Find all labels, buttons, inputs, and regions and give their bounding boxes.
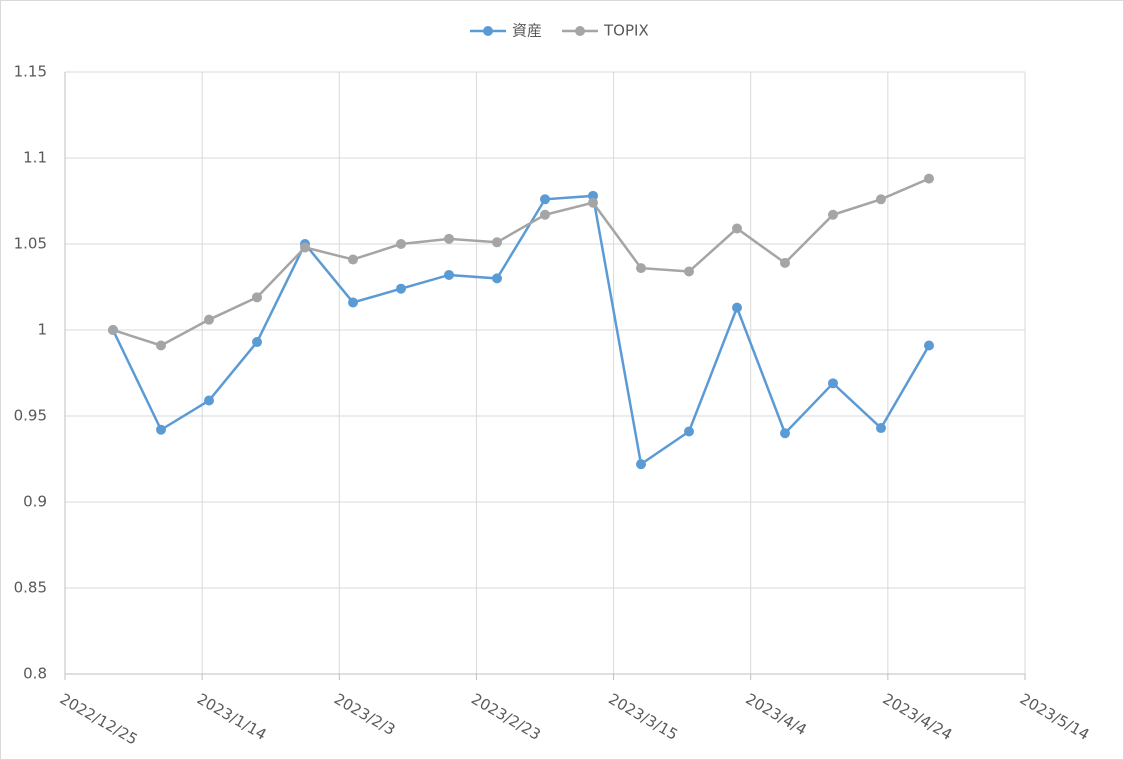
data-point [348, 297, 358, 308]
data-point [204, 395, 214, 406]
data-point [588, 190, 598, 201]
data-point [636, 459, 646, 470]
data-point [828, 378, 838, 389]
data-point [348, 254, 358, 265]
data-point [156, 340, 166, 351]
y-tick-label: 0.95 [14, 407, 47, 425]
data-point [300, 242, 310, 253]
legend-label: 資産 [512, 22, 542, 40]
data-point [636, 263, 646, 274]
data-point [396, 239, 406, 249]
legend-marker [575, 26, 586, 36]
series-line [112, 177, 930, 347]
legend-marker [483, 26, 493, 36]
data-point [780, 257, 790, 268]
data-point [876, 423, 886, 434]
data-point [492, 237, 502, 248]
data-point [684, 426, 694, 437]
y-tick-label: 1.05 [14, 235, 47, 253]
y-tick-label: 0.9 [23, 493, 47, 511]
y-tick-label: 1.1 [23, 149, 47, 167]
data-point [588, 197, 598, 208]
y-tick-label: 0.8 [23, 665, 47, 683]
data-point [204, 314, 214, 325]
data-point [780, 428, 790, 439]
data-point [684, 266, 694, 277]
legend-item: TOPIX [562, 22, 649, 40]
data-point [444, 269, 454, 280]
data-point [924, 173, 934, 184]
data-point [396, 283, 406, 294]
data-point [876, 194, 886, 205]
y-tick-label: 1.15 [14, 63, 47, 81]
data-point [924, 340, 934, 351]
data-point [828, 209, 838, 220]
data-point [444, 233, 454, 244]
data-point [252, 337, 262, 348]
data-point [108, 325, 118, 335]
data-point [732, 302, 742, 313]
y-tick-label: 0.85 [14, 579, 47, 597]
data-point [252, 292, 262, 303]
data-point [732, 223, 742, 234]
y-tick-label: 1 [37, 321, 47, 339]
legend-item: 資産 [470, 22, 542, 40]
legend-label: TOPIX [603, 22, 649, 40]
data-point [540, 194, 550, 205]
series-line [111, 194, 931, 467]
data-point [540, 209, 550, 220]
data-point [492, 273, 502, 284]
data-point [156, 424, 166, 435]
